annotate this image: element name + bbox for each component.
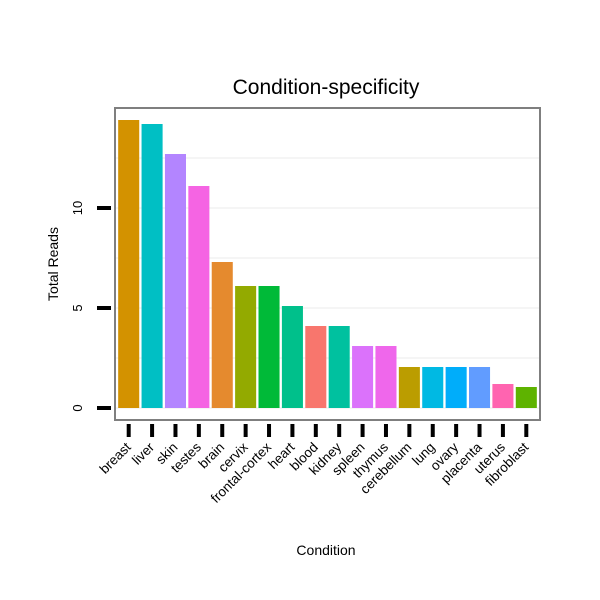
bar-spleen xyxy=(352,346,374,408)
y-axis-title: Total Reads xyxy=(45,227,61,301)
y-tick-label: 10 xyxy=(70,201,85,215)
bar-frontal-cortex xyxy=(258,286,280,408)
bar-cervix xyxy=(235,286,257,408)
bar-lung xyxy=(422,367,444,408)
bar-heart xyxy=(281,306,303,408)
bar-breast xyxy=(118,120,140,408)
bar-ovary xyxy=(445,367,467,408)
y-axis: 0 5 10 xyxy=(70,201,111,412)
bar-thymus xyxy=(375,346,397,408)
bar-blood xyxy=(305,326,327,408)
y-tick-label: 0 xyxy=(70,404,85,411)
bar-testes xyxy=(188,186,210,408)
chart-title: Condition-specificity xyxy=(233,76,420,99)
bar-brain xyxy=(211,262,233,408)
x-tick-label-breast: breast xyxy=(97,439,134,476)
plot-border xyxy=(114,107,541,421)
bar-fibroblast xyxy=(515,387,537,408)
x-axis: breastliverskintestesbraincervixfrontal-… xyxy=(97,424,532,506)
bar-liver xyxy=(141,124,163,408)
bar-kidney xyxy=(328,326,350,408)
bar-uterus xyxy=(492,384,514,408)
bar-cerebellum xyxy=(398,367,420,408)
bars xyxy=(118,120,537,408)
x-tick-label-liver: liver xyxy=(129,439,157,467)
y-tick-label: 5 xyxy=(70,304,85,311)
bar-placenta xyxy=(469,367,491,408)
x-axis-title: Condition xyxy=(296,542,355,558)
bar-skin xyxy=(164,154,186,408)
